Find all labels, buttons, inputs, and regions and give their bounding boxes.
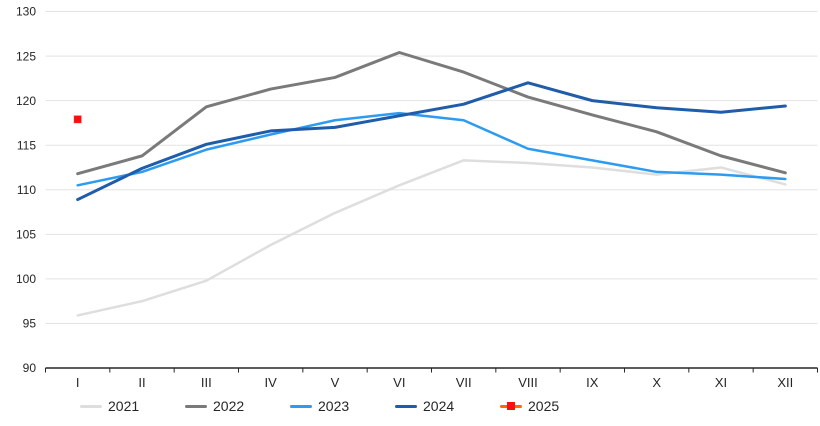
legend-item-2021: 2021 [80,397,185,414]
y-tick-label: 100 [16,272,36,286]
series-line-2022 [76,50,787,176]
legend-label: 2022 [213,397,245,414]
y-tick-label: 125 [16,49,36,63]
y-tick-label: 90 [23,361,37,375]
x-tick-label: I [76,375,80,390]
series-line-2024 [76,81,787,202]
legend-swatch-2023 [290,399,312,413]
legend-label: 2023 [318,397,350,414]
legend-square-marker-icon [507,402,515,410]
legend-label: 2025 [528,397,560,414]
chart-legend: 2021 2022 2023 2024 2025 [80,393,605,419]
x-tick-label: II [138,375,145,390]
x-tick-label: V [331,375,340,390]
legend-item-2023: 2023 [290,397,395,414]
x-tick-label: XI [715,375,727,390]
legend-item-2025: 2025 [500,397,605,414]
legend-label: 2021 [108,397,140,414]
legend-label: 2024 [423,397,455,414]
legend-swatch-2024 [395,399,417,413]
legend-line [185,404,207,408]
x-tick-label: IV [265,375,278,390]
series-marker-2025 [73,114,83,124]
legend-item-2022: 2022 [185,397,290,414]
y-tick-label: 120 [16,94,36,108]
series-line-2023 [76,111,787,187]
legend-line [395,404,417,408]
y-tick-label: 105 [16,228,36,242]
y-tick-label: 130 [16,5,36,19]
y-tick-label: 95 [23,317,37,331]
x-tick-label: IX [586,375,599,390]
x-tick-label: VI [393,375,405,390]
legend-item-2024: 2024 [395,397,500,414]
x-tick-label: X [652,375,661,390]
x-tick-label: VIII [518,375,538,390]
x-tick-label: XII [777,375,793,390]
legend-swatch-2021 [80,399,102,413]
x-tick-label: III [201,375,212,390]
legend-line [80,404,102,408]
x-tick-label: VII [456,375,472,390]
legend-swatch-2025 [500,399,522,413]
y-tick-label: 110 [17,183,36,197]
y-tick-label: 115 [17,138,36,152]
series-line-2021 [76,159,787,317]
legend-line [290,404,312,408]
legend-swatch-2022 [185,399,207,413]
